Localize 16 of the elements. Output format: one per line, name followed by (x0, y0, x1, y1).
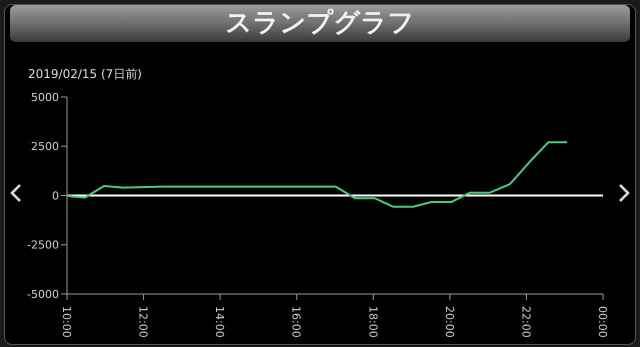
x-tick-label: 10:00 (60, 306, 73, 338)
chart-title: スランプグラフ (10, 5, 630, 42)
x-tick-label: 22:00 (519, 306, 532, 338)
x-tick-label: 00:00 (596, 306, 609, 338)
y-tick-label: -5000 (27, 288, 59, 301)
x-tick-label: 20:00 (442, 306, 456, 338)
y-tick-label: -2500 (27, 238, 59, 252)
x-tick-label: 12:00 (136, 306, 150, 338)
x-tick-label: 18:00 (366, 306, 380, 338)
chart-subtitle: 2019/02/15 (7日前) (28, 66, 142, 83)
y-tick-label: 2500 (31, 140, 59, 154)
x-tick-label: 16:00 (290, 306, 303, 338)
x-tick-label: 14:00 (213, 306, 226, 338)
line-series (67, 141, 568, 208)
y-tick-label: 5000 (31, 90, 59, 104)
y-tick-label: 0 (52, 189, 59, 202)
